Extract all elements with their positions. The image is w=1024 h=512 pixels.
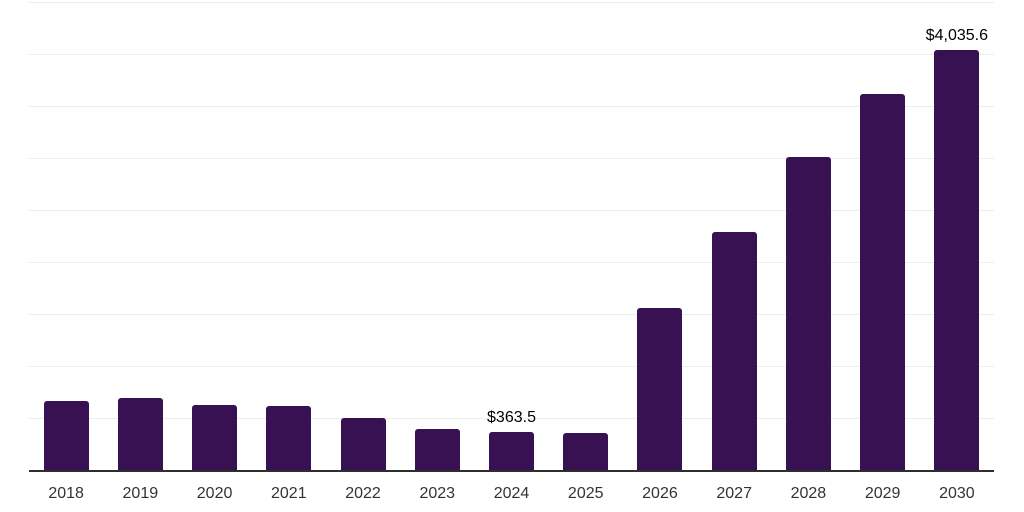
data-label-2030: $4,035.6 [925,27,989,44]
x-axis-line [29,470,994,472]
bar-2030 [934,50,980,470]
bar-2028 [785,157,831,470]
data-label-2024: $363.5 [487,409,536,426]
bar-2025 [563,433,609,470]
bar-2027 [711,232,757,470]
x-tick-label-2019: 2019 [122,485,159,502]
bar-2020 [192,405,238,470]
bar-2029 [860,94,906,470]
bar-2018 [43,401,89,470]
x-tick-label-2018: 2018 [48,485,84,502]
gridline [29,2,994,3]
bar-2022 [340,418,386,470]
bar-2019 [117,398,163,470]
x-tick-label-2027: 2027 [716,485,752,502]
x-tick-label-2024: 2024 [493,485,530,502]
gridline [29,210,994,211]
x-tick-label-2021: 2021 [271,485,307,502]
x-tick-label-2025: 2025 [567,485,604,502]
bar-2023 [414,429,460,470]
x-tick-label-2030: 2030 [939,485,975,502]
x-tick-label-2026: 2026 [642,485,678,502]
gridline [29,262,994,263]
gridline [29,366,994,367]
x-tick-label-2029: 2029 [864,485,901,502]
bar-2021 [266,406,312,470]
gridline [29,418,994,419]
x-tick-label-2020: 2020 [196,485,233,502]
bar-2024 [489,432,534,470]
gridline [29,158,994,159]
gridline [29,314,994,315]
bar-2026 [637,308,683,470]
x-tick-label-2023: 2023 [419,485,456,502]
x-tick-label-2028: 2028 [790,485,827,502]
gridline [29,54,994,55]
gridline [29,106,994,107]
x-tick-label-2022: 2022 [345,485,381,502]
